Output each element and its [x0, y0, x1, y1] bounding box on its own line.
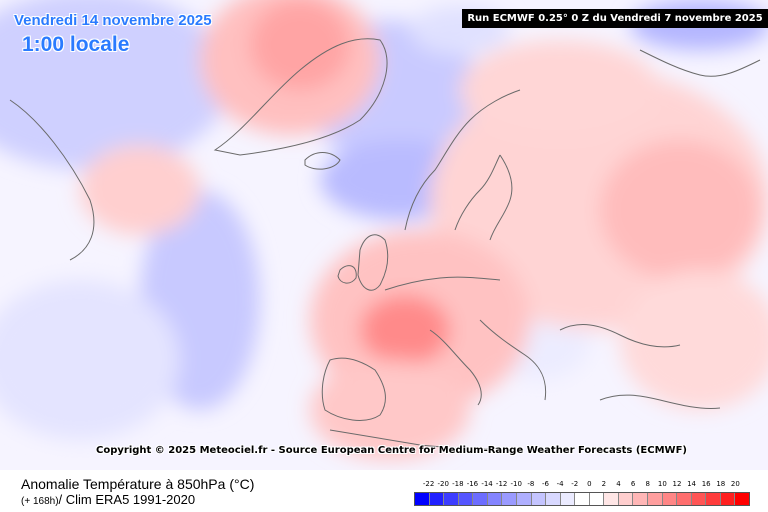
iberia-coast: [321, 357, 386, 421]
legend-tick-label: 16: [701, 480, 711, 488]
legend-swatch: [662, 493, 678, 505]
norway-coast: [404, 89, 521, 231]
legend-swatch: [560, 493, 576, 505]
legend-tick-label: 12: [672, 480, 682, 488]
cold-area-west-atlantic: [0, 280, 180, 440]
legend-swatch: [546, 493, 561, 505]
legend-swatch: [531, 493, 547, 505]
legend-swatch: [720, 493, 736, 505]
anomaly-map: [0, 0, 768, 470]
legend-tick-label: 4: [616, 480, 621, 488]
legend-swatch: [735, 493, 749, 505]
legend-swatch: [691, 493, 707, 505]
legend-swatch: [589, 493, 605, 505]
legend-tick-labels: -22 -20 -18 -16 -14 -12 -10 -8 -6 -4 -2 0 2 4 6 8 10 12 14…: [414, 480, 750, 490]
legend-tick-label: 8: [645, 480, 650, 488]
forecast-date: Vendredi 14 novembre 2025: [14, 12, 212, 29]
anomaly-field: [0, 0, 768, 460]
legend-swatch: [487, 493, 503, 505]
black-sea-coast: [559, 324, 681, 348]
forecast-step: (+ 168h): [21, 496, 59, 507]
legend-tick-label: -2: [571, 480, 579, 488]
finland-coast: [489, 154, 513, 241]
adriatic-coast: [479, 319, 547, 401]
legend-tick-label: -22: [422, 480, 435, 488]
legend-tick-label: -16: [466, 480, 479, 488]
legend-tick-label: -12: [495, 480, 508, 488]
color-legend: [414, 492, 750, 506]
warm-area-russia-core: [600, 140, 760, 280]
sweden-coast: [454, 154, 501, 231]
legend-tick-label: -4: [556, 480, 564, 488]
chart-title: Anomalie Température à 850hPa (°C): [21, 476, 255, 492]
legend-tick-label: 18: [716, 480, 726, 488]
legend-tick-label: -8: [527, 480, 535, 488]
legend-swatch: [444, 493, 459, 505]
legend-swatch: [429, 493, 445, 505]
legend-tick-label: 20: [730, 480, 740, 488]
cold-area-canada: [0, 0, 230, 170]
forecast-time: 1:00 locale: [22, 33, 130, 56]
legend-tick-label: -20: [437, 480, 449, 488]
climatology-label: / Clim ERA5 1991-2020: [58, 492, 196, 507]
legend-tick-label: 6: [630, 480, 636, 488]
warm-area-middle-east: [620, 270, 768, 410]
model-run-label: Run ECMWF 0.25° 0 Z du Vendredi 7 novemb…: [462, 9, 768, 28]
arctic-coast: [639, 49, 761, 77]
legend-swatch: [415, 493, 430, 505]
legend-tick-label: 0: [587, 480, 592, 488]
greenland-coast: [213, 38, 388, 156]
warm-area-greenland-core: [250, 0, 350, 90]
legend-tick-label: 14: [687, 480, 697, 488]
legend-tick-label: -6: [541, 480, 549, 488]
coastlines: [9, 38, 761, 450]
warm-area-iberia: [310, 360, 470, 460]
legend-swatch: [648, 493, 663, 505]
iceland-coast: [304, 152, 341, 170]
warm-area-labrador: [80, 145, 200, 235]
legend-tick-label: -10: [510, 480, 522, 488]
legend-tick-label: -14: [481, 480, 493, 488]
warm-area-france-core: [360, 295, 450, 365]
legend-swatch: [516, 493, 532, 505]
warm-area-barents: [460, 40, 660, 140]
chart-subtitle: (+ 168h)/ Clim ERA5 1991-2020: [21, 492, 195, 507]
legend-swatch: [502, 493, 517, 505]
north-europe-coast: [384, 276, 501, 291]
italy-coast: [429, 329, 482, 406]
legend-swatch: [618, 493, 634, 505]
turkey-coast: [599, 394, 721, 409]
north-africa-coast: [329, 429, 511, 450]
legend-swatch: [677, 493, 692, 505]
canada-coast: [9, 99, 95, 261]
legend-swatch: [633, 493, 648, 505]
legend-swatch: [575, 493, 590, 505]
legend-tick-label: 10: [657, 480, 667, 488]
legend-swatch: [604, 493, 619, 505]
legend-swatch: [473, 493, 488, 505]
legend-swatch: [706, 493, 721, 505]
britain-coast: [357, 234, 389, 291]
legend-swatch: [458, 493, 474, 505]
ireland-coast: [337, 265, 357, 284]
legend-tick-label: 2: [601, 480, 607, 488]
legend-tick-label: -18: [452, 480, 464, 488]
copyright-notice: Copyright © 2025 Meteociel.fr - Source E…: [96, 445, 687, 456]
